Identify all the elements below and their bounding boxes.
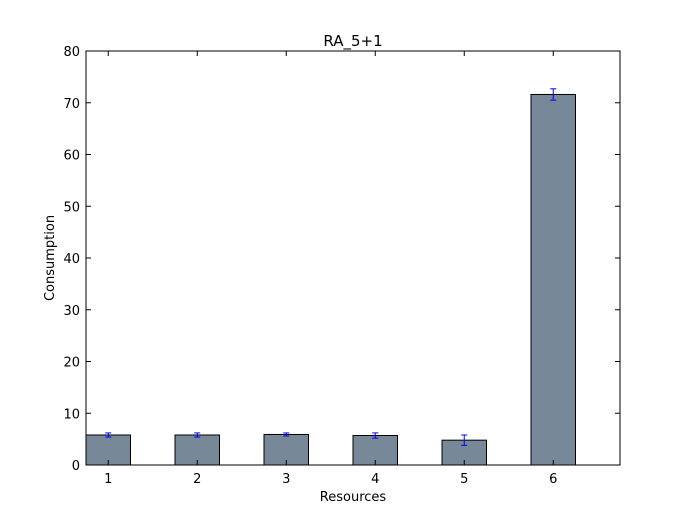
y-tick-label: 60 — [63, 149, 80, 164]
chart-title: RA_5+1 — [323, 32, 382, 51]
x-tick-label: 6 — [549, 472, 557, 487]
y-axis-ticks: 0 10 20 30 40 50 60 70 80 — [63, 45, 620, 474]
bar-6 — [530, 93, 576, 466]
y-tick-label: 50 — [63, 200, 80, 215]
x-tick-label: 4 — [371, 472, 379, 487]
y-tick-label: 40 — [63, 252, 80, 267]
y-tick-label: 30 — [63, 304, 80, 319]
y-axis-label: Consumption — [43, 215, 58, 301]
y-tick-label: 10 — [63, 407, 80, 422]
y-tick-label: 0 — [72, 459, 80, 474]
x-tick-label: 2 — [193, 472, 201, 487]
y-tick-label: 80 — [63, 45, 80, 60]
y-tick-label: 70 — [63, 97, 80, 112]
bar-1 — [85, 434, 131, 466]
x-tick-label: 5 — [460, 472, 468, 487]
error-bars-group — [105, 88, 557, 446]
bar-3 — [263, 433, 309, 466]
x-axis-label: Resources — [320, 490, 387, 505]
x-axis-ticks: 1 2 3 4 5 6 — [104, 51, 557, 487]
x-tick-label: 1 — [104, 472, 112, 487]
x-tick-label: 3 — [282, 472, 290, 487]
y-tick-label: 20 — [63, 356, 80, 371]
